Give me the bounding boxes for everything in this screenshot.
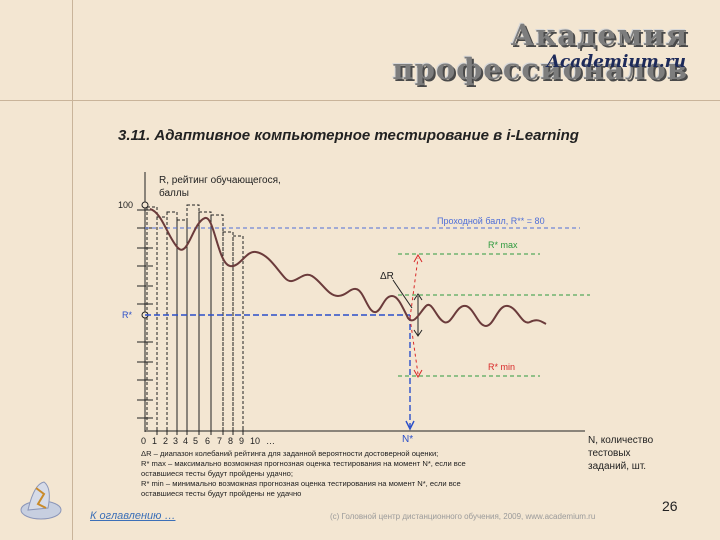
x-tick-8: 8 <box>228 436 233 446</box>
x-axis-label-1: N, количество <box>588 435 654 446</box>
bar <box>222 231 234 432</box>
y-axis-label-1: R, рейтинг обучающегося, <box>159 174 281 186</box>
bar <box>186 204 200 432</box>
bar <box>198 211 212 432</box>
bar <box>210 214 224 432</box>
green-lines <box>398 253 590 377</box>
decor-horizontal-line <box>0 100 720 101</box>
y-tick-100: 100 <box>118 200 133 210</box>
legend: ΔR – диапазон колебаний рейтинга для зад… <box>141 449 466 498</box>
y-axis-top-dot <box>141 201 149 209</box>
delta-r-bottom-arrow <box>413 329 423 337</box>
r-min-arrowhead <box>413 369 423 379</box>
legend-line-5: оставшиеся тесты будут пройдены не удачн… <box>141 489 301 498</box>
delta-r-pointer <box>392 279 413 309</box>
x-tick-labels: 0 1 2 3 4 5 6 7 8 9 10 … <box>141 436 275 446</box>
bar <box>176 219 188 432</box>
x-tick-2: 2 <box>163 436 168 446</box>
red-arrows <box>409 257 419 375</box>
bar <box>146 206 158 432</box>
y-tick-r-star: R* <box>122 310 132 320</box>
legend-line-3: оставшиеся тесты будут пройдены удачно; <box>141 469 293 478</box>
legend-line-1: ΔR – диапазон колебаний рейтинга для зад… <box>141 449 438 458</box>
x-tick-0: 0 <box>141 436 146 446</box>
footer-copyright: (с) Головной центр дистанционного обучен… <box>330 512 596 521</box>
brand-site: Academium.ru <box>546 52 686 72</box>
x-tick-more: … <box>266 436 275 446</box>
x-tick-4: 4 <box>183 436 188 446</box>
bar <box>166 211 178 432</box>
x-tick-10: 10 <box>250 436 260 446</box>
x-tick-3: 3 <box>173 436 178 446</box>
academy-logo-icon <box>20 481 62 520</box>
brand-title: Академия профессионалов <box>392 18 688 86</box>
x-tick-7: 7 <box>217 436 222 446</box>
r-max-label: R* max <box>488 240 518 250</box>
pass-score-label: Проходной балл, R** = 80 <box>437 216 545 226</box>
decor-vertical-line <box>72 0 73 540</box>
x-tick-5: 5 <box>193 436 198 446</box>
page-number: 26 <box>662 498 678 514</box>
x-axis-ticks <box>156 427 244 435</box>
x-tick-1: 1 <box>152 436 157 446</box>
delta-r-top-arrow <box>413 293 423 301</box>
legend-line-2: R* max – максимально возможная прогнозна… <box>141 459 466 468</box>
x-tick-6: 6 <box>205 436 210 446</box>
legend-line-4: R* min – минимально возможная прогнозная… <box>141 479 461 488</box>
slide-title: 3.11. Адаптивное компьютерное тестирован… <box>118 127 579 144</box>
x-tick-9: 9 <box>239 436 244 446</box>
delta-r-label: ΔR <box>380 271 394 282</box>
n-star-label: N* <box>402 434 413 445</box>
toc-link[interactable]: К оглавлению … <box>90 510 176 522</box>
n-star-arrow <box>405 420 415 431</box>
bars <box>146 204 244 432</box>
x-axis-label-3: заданий, шт. <box>588 461 646 472</box>
bar <box>156 216 168 432</box>
x-axis-label-2: тестовых <box>588 448 631 459</box>
y-axis-label-2: баллы <box>159 187 189 199</box>
r-min-label: R* min <box>488 362 515 372</box>
r-max-arrowhead <box>413 253 423 263</box>
rating-curve <box>149 208 547 328</box>
